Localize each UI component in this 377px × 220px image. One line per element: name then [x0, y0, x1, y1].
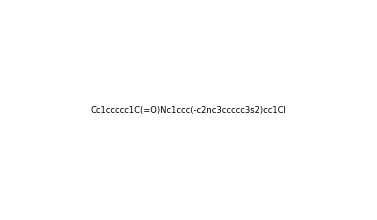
Text: Cc1ccccc1C(=O)Nc1ccc(-c2nc3ccccc3s2)cc1Cl: Cc1ccccc1C(=O)Nc1ccc(-c2nc3ccccc3s2)cc1C…: [90, 106, 287, 114]
